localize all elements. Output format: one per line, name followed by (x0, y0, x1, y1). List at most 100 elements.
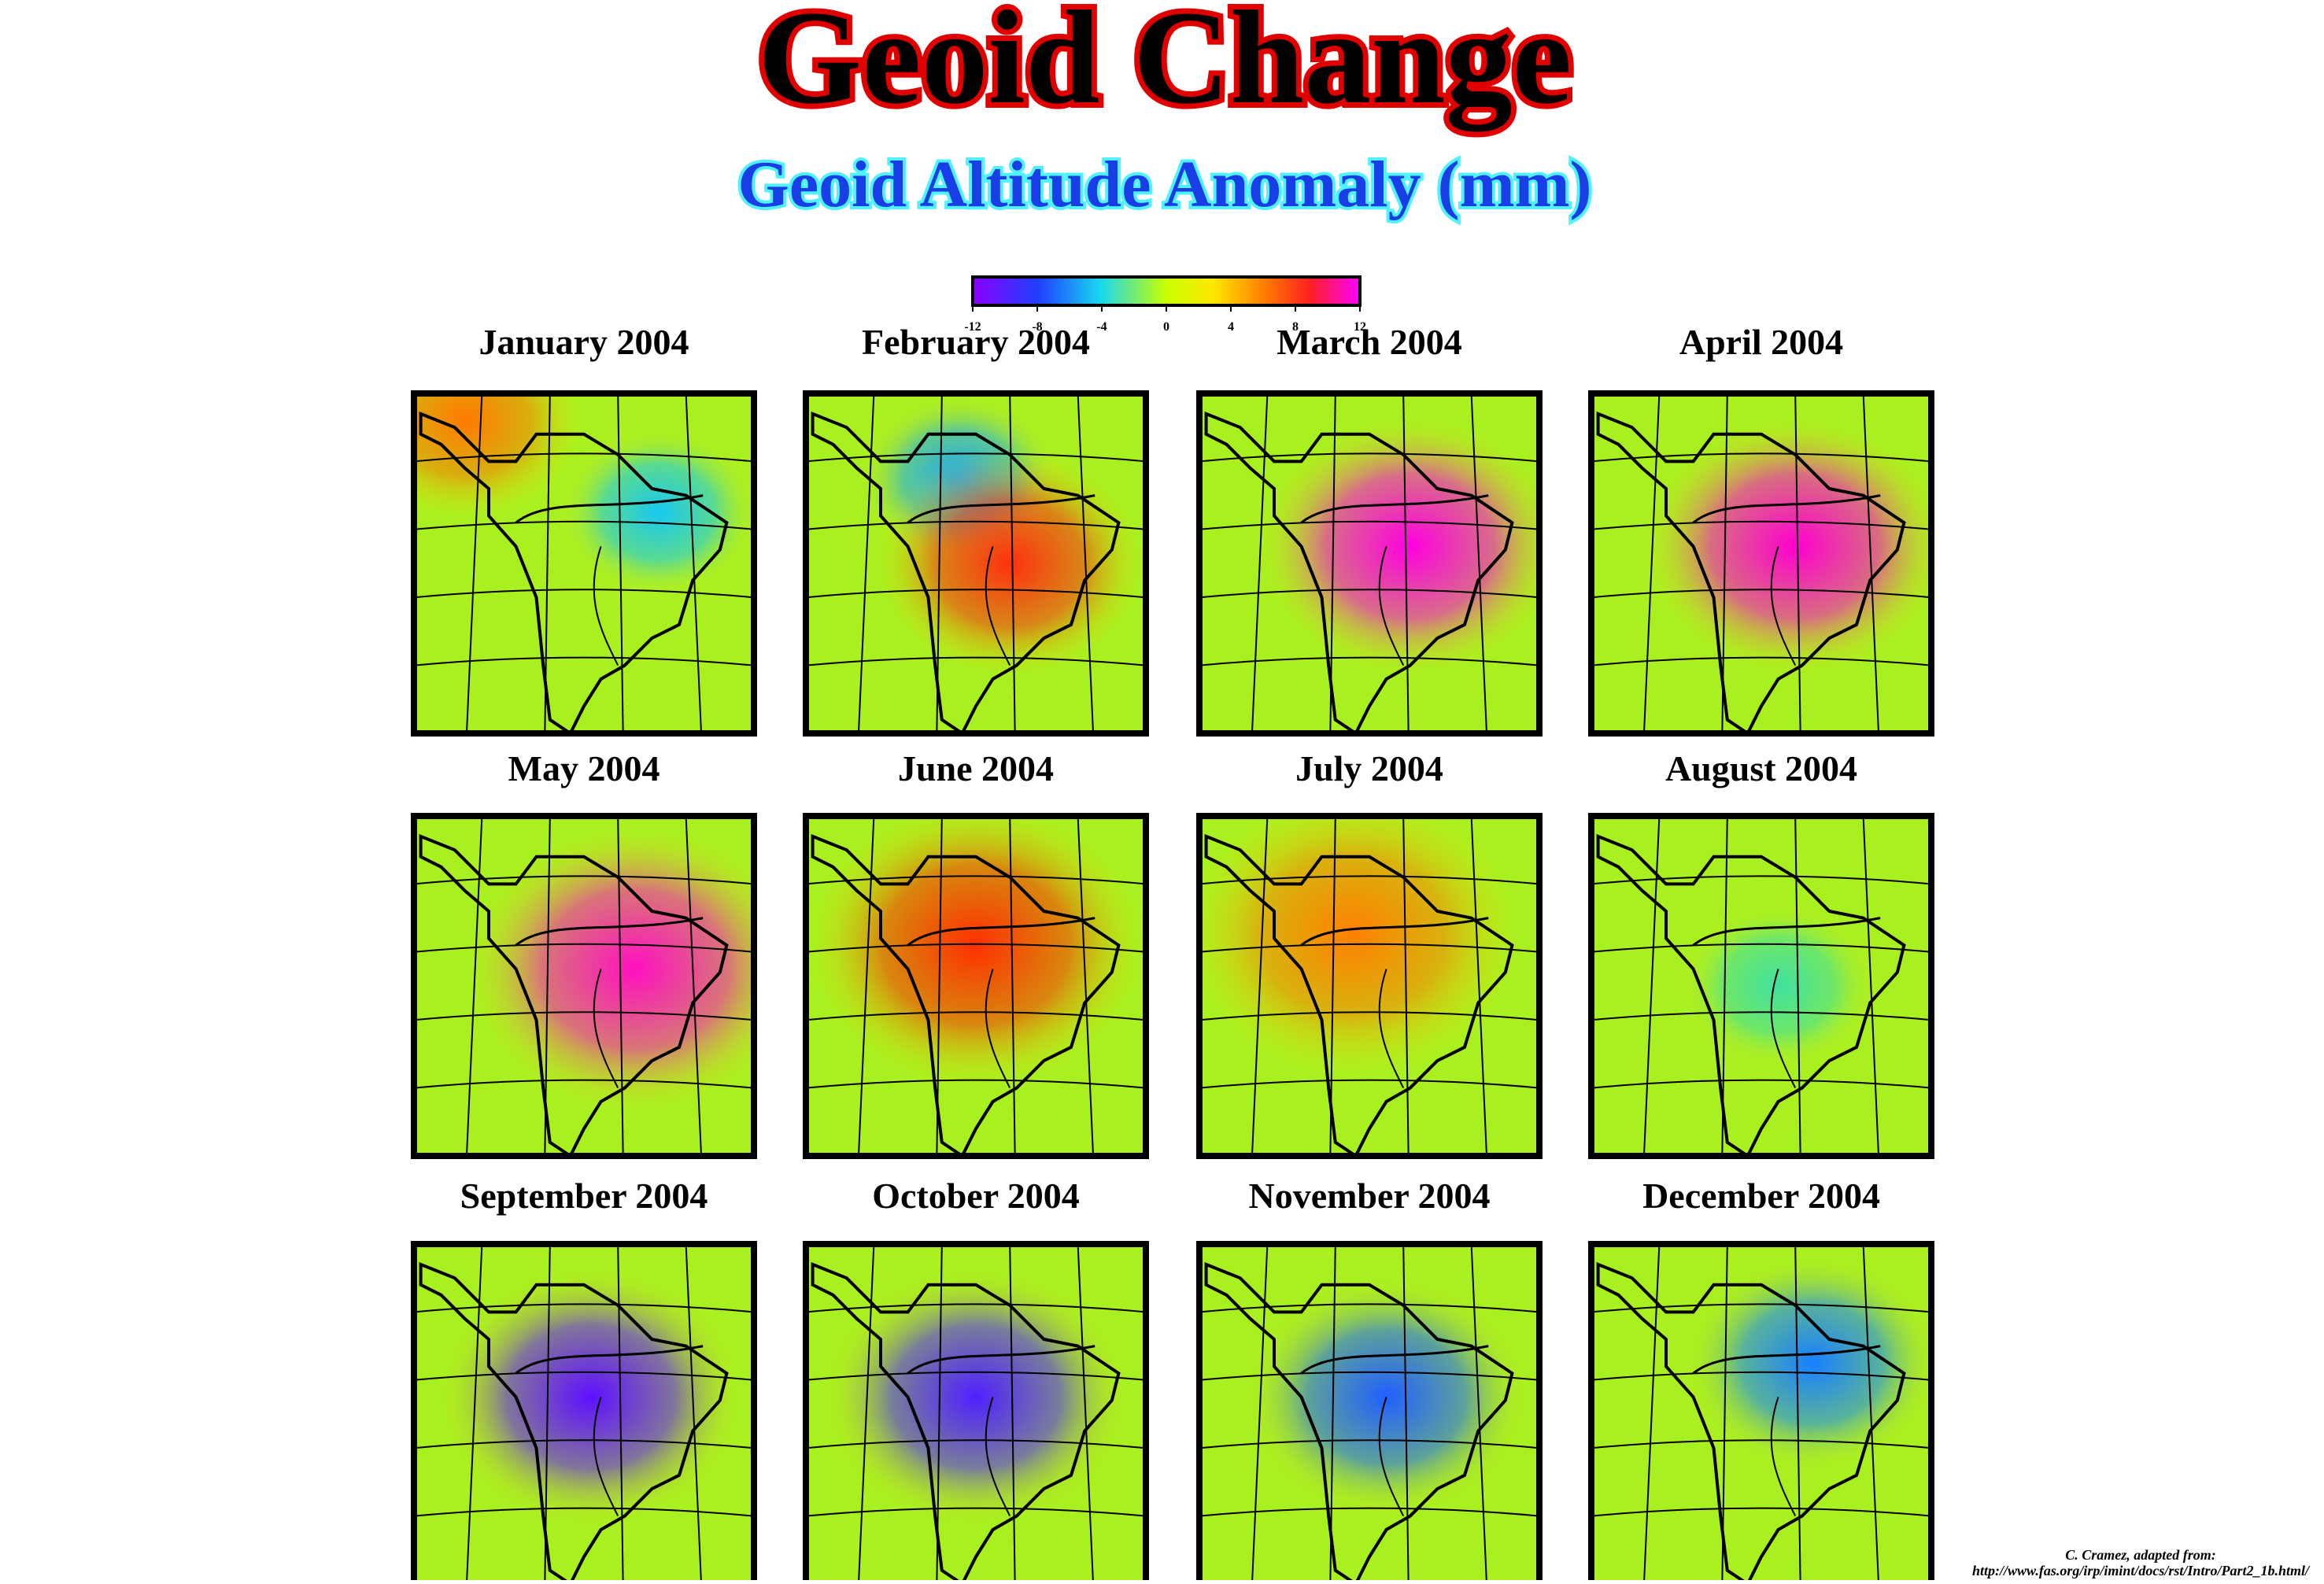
graticule (414, 520, 754, 530)
map (1591, 816, 1931, 1156)
map-frame (803, 1241, 1149, 1584)
river (907, 1345, 1095, 1375)
map-frame (1588, 390, 1934, 737)
coastline (419, 1261, 729, 1584)
map-panel (1588, 813, 1934, 1159)
graticule (1199, 1371, 1539, 1381)
map-panel (1588, 1241, 1934, 1584)
coastline (1596, 833, 1906, 1156)
map (806, 393, 1146, 733)
map (414, 393, 754, 733)
anomaly (1676, 899, 1881, 1073)
graticule (1402, 1244, 1410, 1584)
graticule (414, 589, 754, 599)
graticule (1591, 1079, 1931, 1089)
anomaly (438, 1267, 744, 1527)
anomaly (874, 448, 1146, 679)
river (985, 969, 1011, 1089)
graticule (806, 1439, 1146, 1449)
graticule (1470, 393, 1488, 733)
panel-label: June 2004 (898, 748, 1054, 788)
panel-label: May 2004 (508, 748, 660, 788)
coastline (419, 833, 729, 1156)
map (414, 816, 754, 1156)
graticule (1591, 589, 1931, 599)
river (1300, 494, 1489, 524)
map-frame (803, 813, 1149, 1159)
graticule (1199, 1439, 1539, 1449)
river (593, 546, 619, 666)
credit: http://www.fas.org/irp/imint/docs/rst/In… (1972, 1563, 2311, 1578)
anomaly (414, 393, 584, 522)
graticule (806, 1507, 1146, 1517)
graticule (1199, 589, 1539, 599)
river (593, 969, 619, 1089)
anomaly (1199, 816, 1523, 1080)
graticule (414, 1507, 754, 1517)
map (414, 1244, 754, 1584)
graticule (1862, 1244, 1880, 1584)
map-frame (1588, 813, 1934, 1159)
river (985, 546, 1011, 666)
graticule (414, 1079, 754, 1089)
graticule (1591, 1507, 1931, 1517)
graticule (617, 1244, 624, 1584)
river (985, 1397, 1011, 1517)
panel-label: April 2004 (1679, 322, 1843, 362)
graticule (414, 656, 754, 666)
coastline (811, 1261, 1121, 1584)
map-panel (1588, 390, 1934, 737)
graticule (414, 1011, 754, 1021)
graticule (414, 875, 754, 885)
graticule (1591, 520, 1931, 530)
graticule (1470, 1244, 1488, 1584)
graticule (1077, 1244, 1095, 1584)
coastline (811, 833, 1121, 1156)
coastline (1596, 1261, 1906, 1584)
graticule (1199, 520, 1539, 530)
panel-label: August 2004 (1665, 748, 1857, 788)
map-frame (411, 390, 757, 737)
panel-label: July 2004 (1295, 748, 1443, 788)
map-panel (803, 1241, 1149, 1584)
map (1591, 393, 1931, 733)
anomaly (1683, 1253, 1931, 1473)
graticule (806, 656, 1146, 666)
coastline (1204, 1261, 1514, 1584)
graticule (1591, 1011, 1931, 1021)
graticule (1862, 393, 1880, 733)
graticule (1862, 816, 1880, 1156)
map-frame (411, 1241, 757, 1584)
river (593, 1397, 619, 1517)
map-panel (1196, 1241, 1543, 1584)
graticule (1402, 393, 1410, 733)
map-frame (1196, 390, 1543, 737)
river (1692, 1345, 1881, 1375)
river (1692, 494, 1881, 524)
panel-label: December 2004 (1642, 1176, 1880, 1216)
river (1770, 1397, 1797, 1517)
graticule (806, 1371, 1146, 1381)
title: Geoid Change (758, 0, 1572, 131)
river (907, 494, 1095, 524)
river (515, 494, 704, 524)
graticule (806, 589, 1146, 599)
panel-label: October 2004 (872, 1176, 1080, 1216)
river (907, 917, 1095, 947)
map (1199, 1244, 1539, 1584)
graticule (414, 1371, 754, 1381)
graticule (1077, 393, 1095, 733)
credit: C. Cramez, adapted from: (2065, 1547, 2216, 1563)
graticule (1199, 875, 1539, 885)
graticule (1470, 816, 1488, 1156)
graticule (414, 1303, 754, 1313)
subtitle: Geoid Altitude Anomaly (mm) (738, 148, 1592, 221)
graticule (1199, 1507, 1539, 1517)
colorbar-tick-label: -8 (1032, 320, 1042, 334)
coastline (1204, 833, 1514, 1156)
river (1692, 917, 1881, 947)
river (1300, 917, 1489, 947)
panel-label: January 2004 (478, 322, 689, 362)
graticule (806, 452, 1146, 463)
